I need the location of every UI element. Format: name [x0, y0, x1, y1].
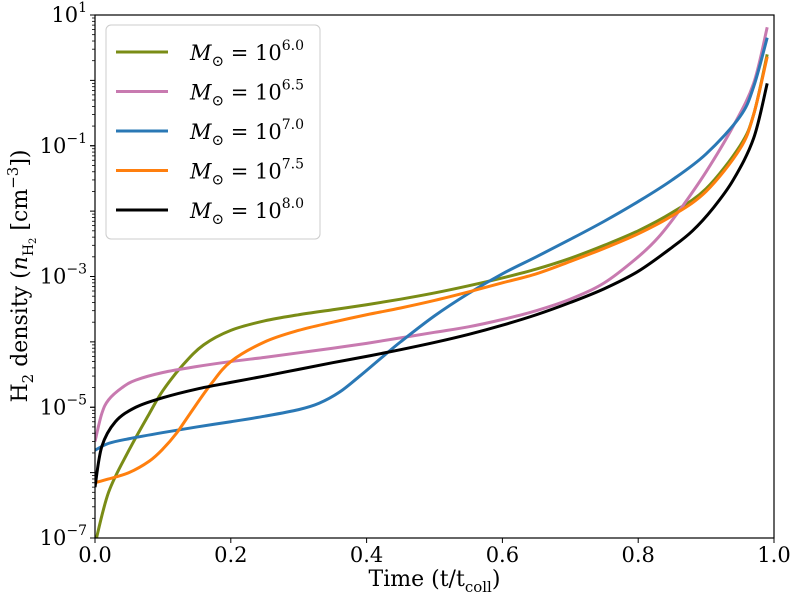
x-tick-label: 0.2 [214, 543, 247, 567]
x-axis: 0.0 0.2 0.4 0.6 0.8 1.0 [78, 538, 791, 567]
y-tick-label: 10−7 [40, 523, 87, 550]
legend-label: M⊙ = 107.0 [189, 117, 304, 149]
legend-label: M⊙ = 106.0 [189, 38, 304, 70]
y-axis-title: H2 density (nH2 [cm−3]) [4, 150, 39, 403]
series-line-7-0 [95, 37, 769, 452]
series-line-6-0 [95, 54, 769, 538]
series-line-7-5 [95, 56, 769, 485]
y-axis: 10−7 10−5 10−3 10−1 101 [40, 0, 95, 550]
x-tick-label: 0.4 [350, 543, 383, 567]
x-tick-label: 1.0 [757, 543, 790, 567]
x-tick-label: 0.8 [621, 543, 654, 567]
y-tick-label: 10−1 [40, 131, 87, 158]
x-tick-label: 0.0 [78, 543, 111, 567]
legend-label: M⊙ = 108.0 [189, 196, 304, 228]
legend: M⊙ = 106.0 M⊙ = 106.5 M⊙ = 107.0 M⊙ = 107.5… [105, 24, 321, 240]
x-axis-title: Time (t/tcoll) [369, 567, 501, 596]
x-tick-label: 0.6 [486, 543, 519, 567]
series-layer [95, 26, 769, 538]
series-line-8-0 [95, 83, 769, 488]
legend-label: M⊙ = 107.5 [189, 157, 304, 189]
y-tick-label: 10−5 [40, 392, 87, 419]
y-tick-label: 10−3 [40, 262, 87, 289]
legend-box [105, 24, 321, 240]
legend-label: M⊙ = 106.5 [189, 78, 304, 110]
y-tick-label: 101 [51, 0, 87, 27]
